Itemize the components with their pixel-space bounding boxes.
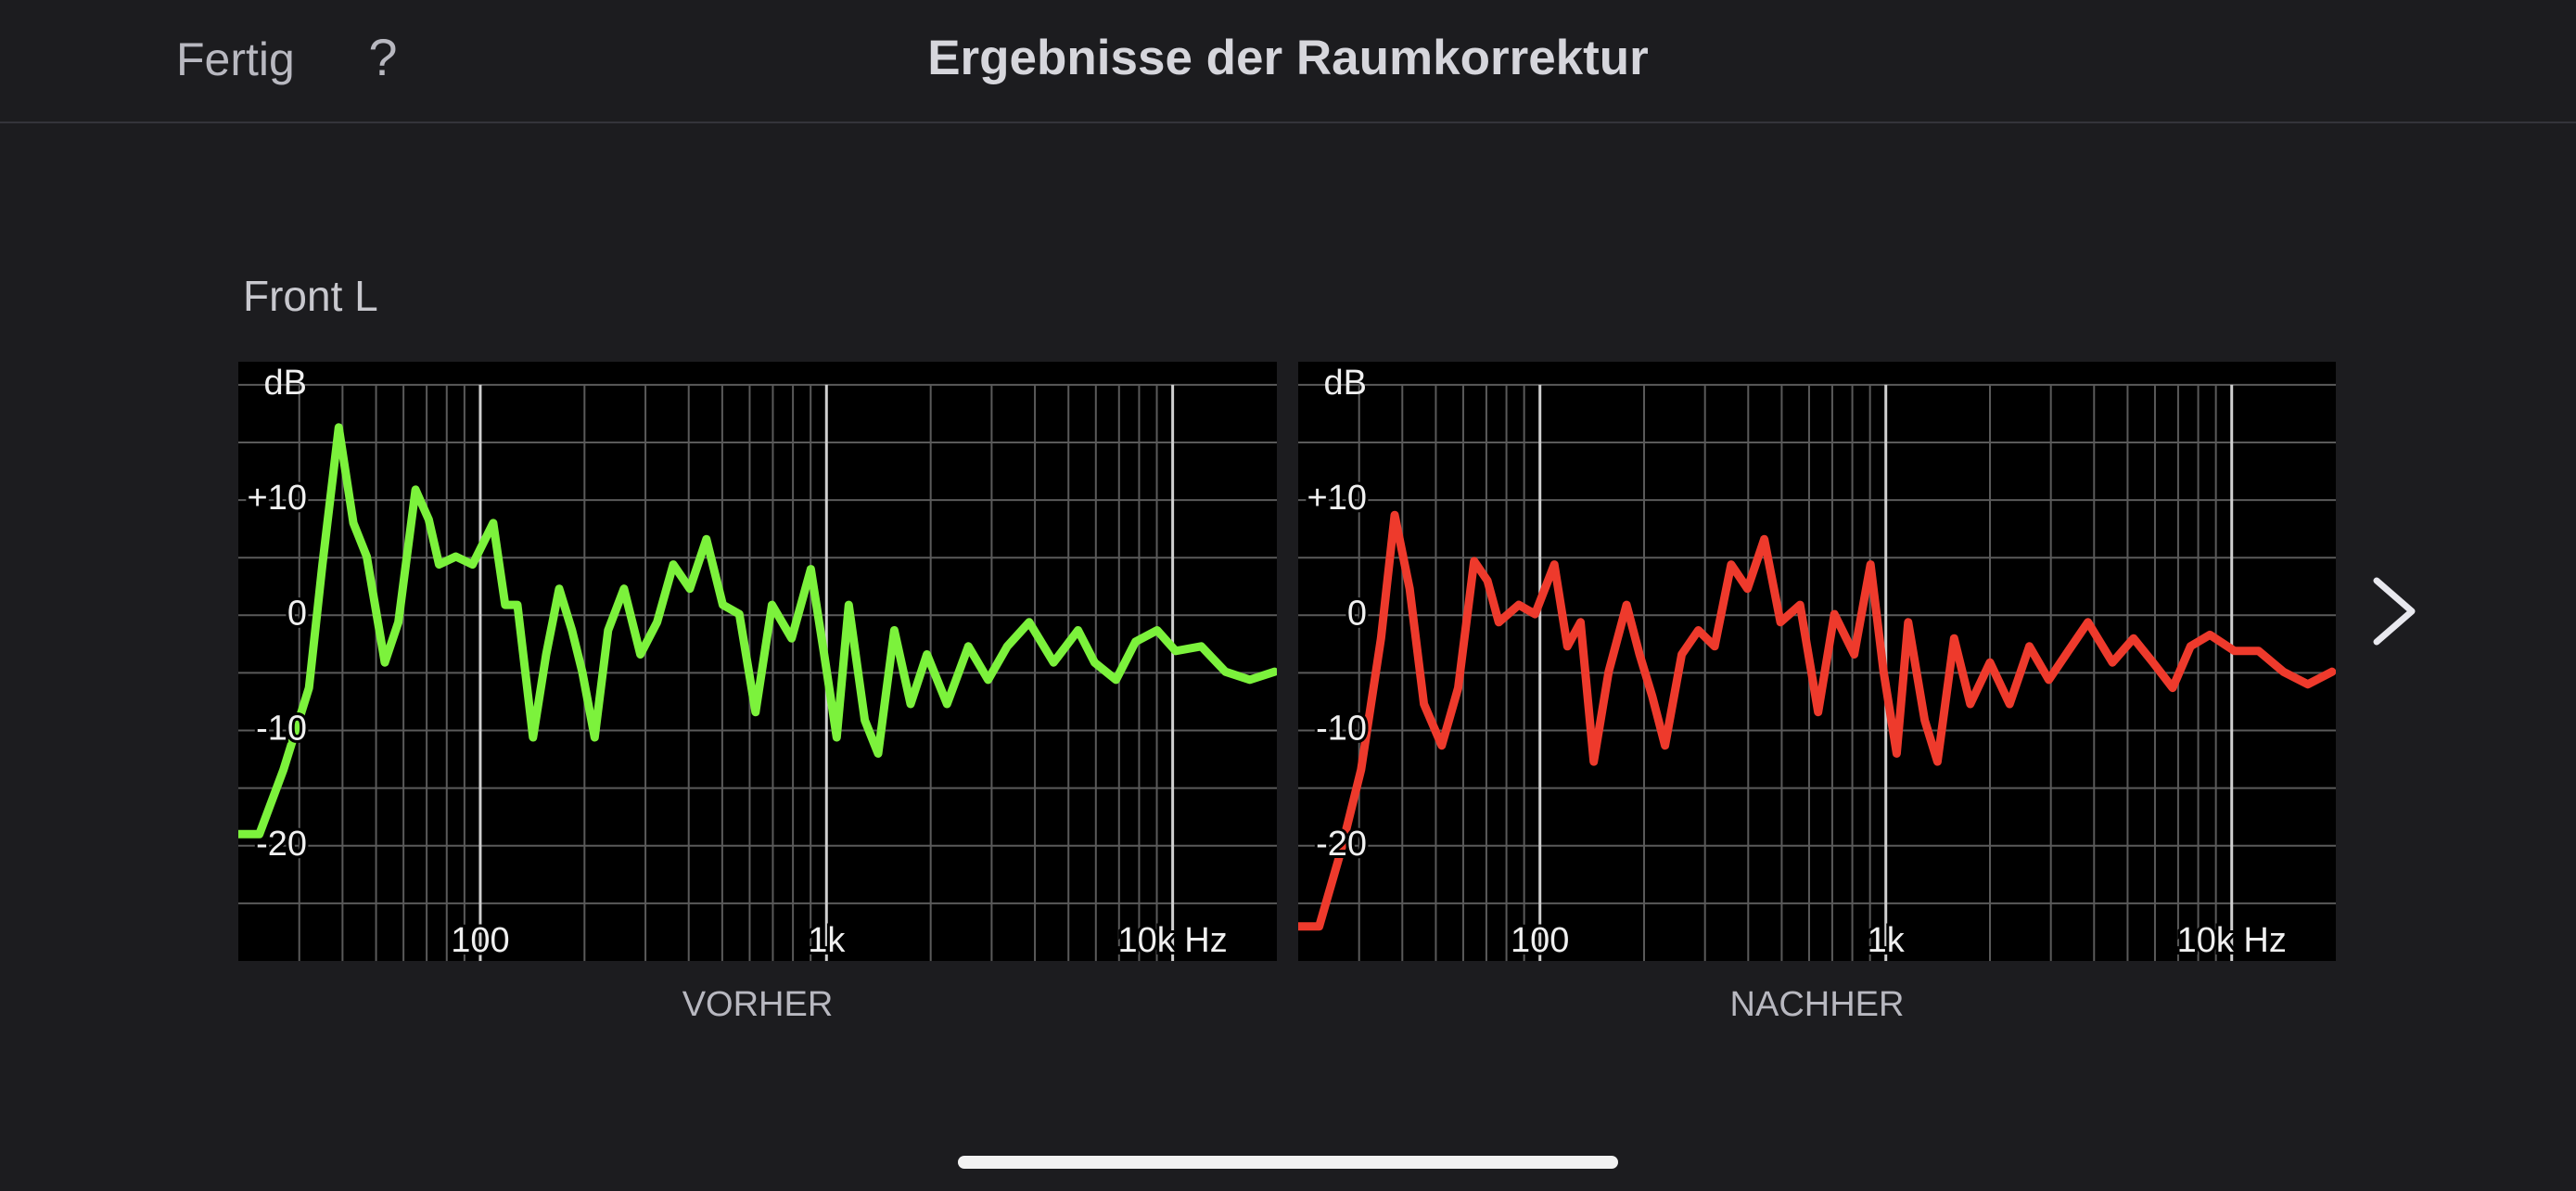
- x-tick-label: 10k Hz: [1117, 921, 1227, 960]
- y-tick-label: -10: [256, 710, 307, 749]
- chart: 100 1k 10k Hz +10 0 -10 -20 dB NACHHER: [1298, 362, 2336, 1024]
- y-tick-label: -20: [256, 825, 307, 864]
- x-tick-label: 100: [1511, 921, 1569, 960]
- x-tick-label: 1k: [1868, 921, 1906, 960]
- y-tick-label: +10: [248, 479, 307, 518]
- help-button[interactable]: ?: [368, 28, 397, 86]
- chart-caption: NACHHER: [1730, 985, 1905, 1024]
- home-indicator: [958, 1156, 1618, 1169]
- y-tick-label: 0: [1347, 594, 1367, 633]
- y-tick-label: -20: [1316, 825, 1367, 864]
- chart-caption: VORHER: [682, 985, 834, 1024]
- section-label: Front L: [243, 272, 378, 320]
- plot-area: [238, 362, 1277, 961]
- y-axis-label: dB: [1324, 364, 1367, 403]
- next-chevron[interactable]: [2373, 577, 2416, 646]
- screen-title: Ergebnisse der Raumkorrektur: [927, 31, 1649, 85]
- nav-bar: [0, 0, 2576, 122]
- plot-area: [1298, 362, 2336, 961]
- response-line: [238, 423, 1277, 839]
- chart: 100 1k 10k Hz +10 0 -10 -20 dB VORHER: [238, 362, 1277, 1024]
- y-axis-label: dB: [264, 364, 307, 403]
- charts: 100 1k 10k Hz +10 0 -10 -20 dB VORHER 100 1k 10k Hz…: [238, 362, 2336, 1024]
- y-tick-label: +10: [1307, 479, 1367, 518]
- y-tick-label: -10: [1316, 710, 1367, 749]
- y-tick-label: 0: [287, 594, 307, 633]
- lines: [238, 423, 1277, 839]
- x-tick-label: 100: [451, 921, 509, 960]
- response-line: [1298, 510, 2336, 931]
- x-tick-label: 1k: [808, 921, 846, 960]
- x-tick-label: 10k Hz: [2177, 921, 2287, 960]
- lines: [1298, 510, 2336, 931]
- done-button[interactable]: Fertig: [176, 33, 295, 85]
